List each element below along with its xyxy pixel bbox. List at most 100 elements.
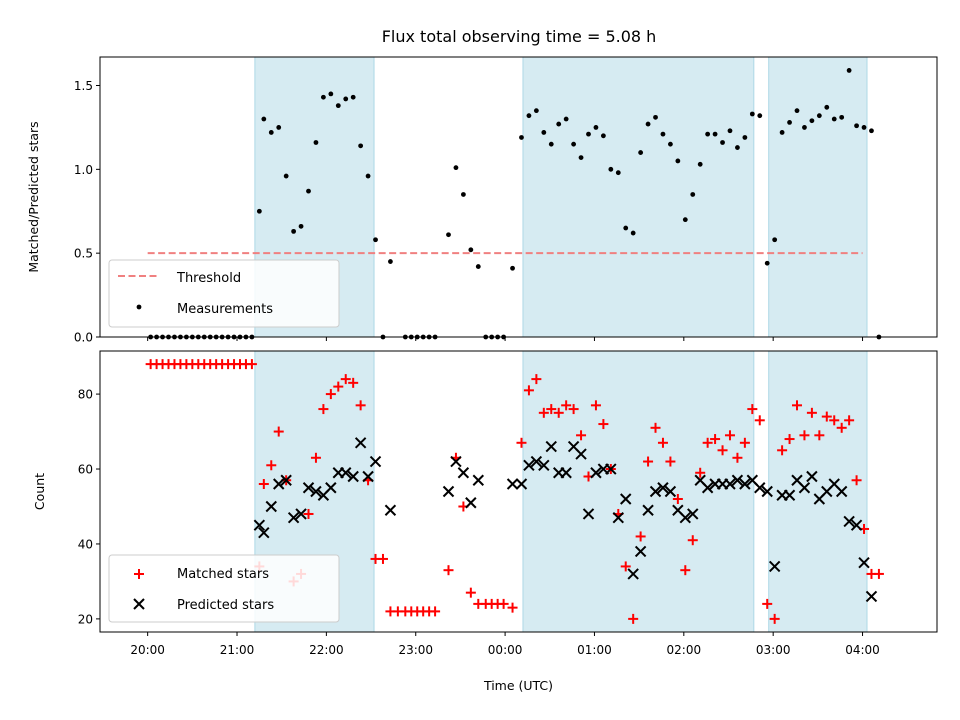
predicted-star-point	[545, 440, 557, 453]
predicted-star-point	[506, 478, 519, 490]
x-tick-label: 20:00	[130, 643, 165, 657]
predicted-star-point	[369, 455, 382, 468]
measurement-point	[839, 114, 845, 120]
matched-star-point	[546, 404, 557, 415]
predicted-star-point	[664, 485, 677, 498]
measurement-point	[697, 161, 703, 167]
top-y-tick-label: 0.0	[74, 331, 93, 345]
measurement-point	[541, 130, 547, 135]
matched-star-point	[710, 434, 721, 445]
bottom-axes-frame	[99, 350, 938, 633]
predicted-star-point	[258, 527, 270, 539]
bottom-y-tick-label: 20	[78, 612, 93, 626]
measurement-point	[460, 192, 466, 197]
measurement-points	[148, 68, 882, 340]
matched-star-point	[717, 445, 728, 456]
predicted-star-point	[634, 545, 647, 558]
measurement-point	[256, 208, 262, 214]
bottom-y-tick-label: 60	[78, 463, 93, 477]
predicted-star-point	[253, 519, 266, 531]
predicted-star-point	[442, 485, 455, 498]
measurement-point	[365, 173, 371, 179]
matched-star-point	[523, 385, 534, 396]
measurement-point	[510, 265, 515, 271]
predicted-star-point	[798, 482, 811, 494]
predicted-star-point	[302, 482, 315, 494]
matched-star-point	[702, 437, 713, 448]
measurement-point	[533, 108, 539, 114]
measurement-point	[373, 237, 378, 243]
matched-star-point	[754, 415, 765, 426]
measurement-point	[816, 113, 822, 119]
predicted-star-point	[865, 590, 878, 603]
x-tick-label: 21:00	[220, 643, 255, 657]
matched-star-point	[814, 430, 825, 441]
bottom-y-axis-label: Count	[32, 473, 47, 510]
predicted-star-point	[515, 478, 528, 490]
measurement-point	[712, 131, 718, 137]
predicted-star-point	[605, 463, 617, 475]
predicted-star-point	[472, 474, 484, 486]
predicted-star-point	[701, 482, 714, 494]
matched-star-point	[657, 437, 668, 448]
predicted-star-point	[265, 500, 277, 513]
measurement-point	[682, 217, 688, 223]
measurement-point	[779, 130, 785, 135]
matched-star-point	[680, 565, 691, 576]
measurement-point	[742, 135, 748, 140]
predicted-star-point	[649, 485, 662, 498]
legend-matched-label: Matched stars	[177, 567, 269, 582]
matched-star-point	[507, 602, 518, 613]
predicted-star-point	[273, 478, 285, 490]
predicted-star-point	[679, 512, 692, 524]
predicted-star-point	[538, 459, 550, 471]
matched-star-point	[836, 422, 847, 433]
matched-star-point	[739, 437, 750, 448]
measurement-point	[615, 170, 621, 176]
matched-star-point	[784, 434, 795, 445]
matched-star-point	[348, 377, 359, 388]
matched-star-point	[643, 456, 654, 467]
legend-measurements-swatch	[136, 304, 142, 310]
matched-star-point	[628, 613, 639, 624]
measurement-point	[787, 119, 792, 125]
predicted-star-point	[806, 470, 818, 483]
shaded-interval-2	[522, 350, 755, 633]
predicted-star-point	[457, 467, 470, 479]
predicted-star-point	[287, 512, 300, 524]
predicted-star-point	[523, 459, 535, 471]
predicted-star-point	[575, 448, 587, 460]
predicted-star-point	[768, 560, 781, 573]
predicted-star-point	[560, 467, 572, 479]
measurement-point	[794, 108, 800, 114]
top-legend: Threshold Measurements	[108, 259, 340, 328]
measurement-point	[526, 113, 532, 119]
legend-matched-swatch	[134, 569, 144, 579]
measurement-point	[446, 232, 451, 238]
matched-star-point	[568, 404, 579, 415]
measurement-point	[586, 131, 591, 137]
top-axes-frame	[99, 56, 938, 338]
x-tick-label: 22:00	[309, 643, 344, 657]
measurement-point	[388, 259, 393, 264]
x-tick-label: 23:00	[398, 643, 433, 657]
matched-star-point	[531, 374, 542, 385]
x-tick-label: 01:00	[577, 643, 612, 657]
x-tick-label: 02:00	[667, 643, 702, 657]
matched-star-point	[576, 430, 587, 441]
predicted-star-point	[450, 455, 462, 468]
matched-star-point	[310, 452, 321, 463]
measurement-point	[705, 131, 711, 137]
matched-star-point	[851, 475, 862, 486]
measurement-point	[313, 140, 319, 145]
legend-measurements-label: Measurements	[177, 302, 273, 317]
matched-star-point	[635, 531, 646, 542]
predicted-star-point	[642, 504, 654, 516]
measurement-point	[824, 104, 830, 110]
matched-star-point	[443, 565, 454, 576]
matched-star-point	[325, 389, 336, 400]
predicted-star-point	[850, 519, 863, 531]
matched-star-point	[821, 411, 832, 422]
matched-star-point	[829, 415, 840, 426]
measurement-point	[802, 125, 807, 130]
